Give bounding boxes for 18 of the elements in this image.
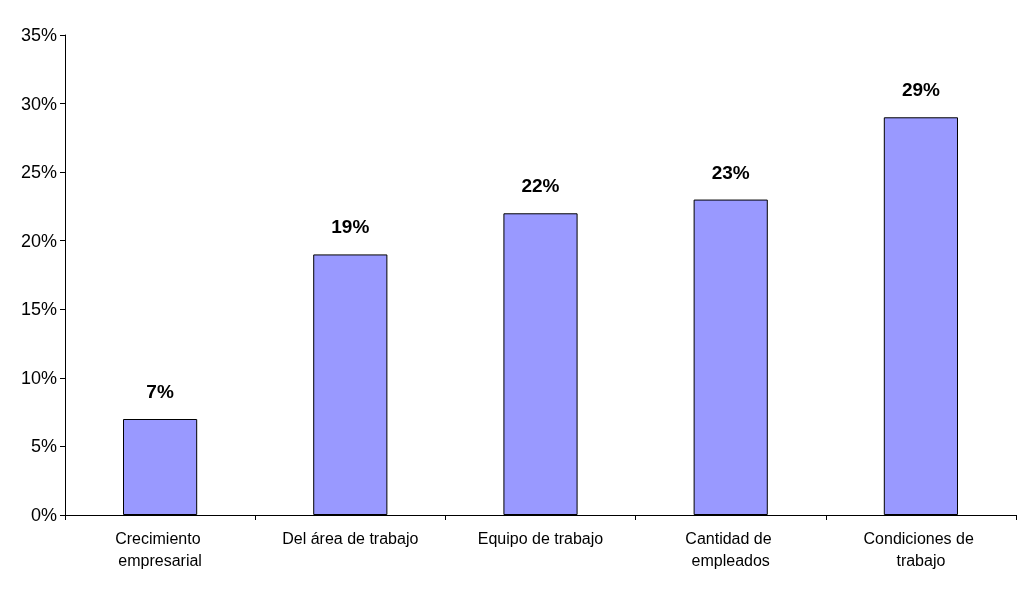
data-label: 7% (146, 381, 174, 402)
x-tick-label: Condiciones de trabajo (863, 529, 979, 569)
y-tick-label: 30% (20, 93, 57, 114)
data-label: 29% (901, 79, 941, 101)
y-tick-label: 5% (30, 436, 57, 457)
x-tick-label: Del área de trabajo (282, 529, 419, 547)
x-tick-label: Cantidad de empleados (685, 529, 777, 569)
y-tick-label: 35% (20, 25, 57, 45)
y-tick-label: 20% (20, 230, 57, 251)
y-tick-label: 25% (20, 162, 57, 183)
y-tick-label: 10% (20, 367, 57, 388)
x-tick-label: Equipo de trabajo (477, 529, 604, 547)
y-tick-label: 0% (30, 505, 57, 525)
data-label: 19% (331, 216, 370, 238)
x-tick-label: Crecimiento empresarial (115, 529, 206, 569)
data-label: 23% (711, 161, 750, 183)
y-tick-label: 15% (20, 299, 57, 320)
data-label: 22% (521, 175, 560, 197)
